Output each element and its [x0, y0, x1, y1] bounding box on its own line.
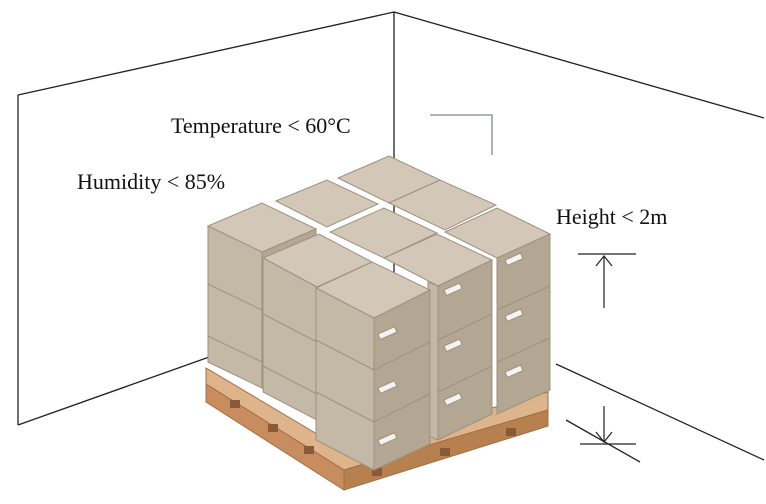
right-wall-top-edge	[393, 11, 765, 119]
box-icon	[274, 155, 498, 231]
temperature-indicator-line	[430, 114, 493, 155]
box-icon	[443, 207, 552, 415]
humidity-label: Humidity < 85%	[77, 169, 226, 194]
height-label: Height < 2m	[556, 204, 668, 229]
right-wall-floor-edge	[555, 363, 765, 461]
box-icon	[328, 207, 439, 259]
box-stack	[206, 155, 552, 471]
box-icon	[261, 233, 374, 421]
temperature-label: Temperature < 60°C	[171, 113, 351, 138]
height-arrow-icon	[578, 253, 636, 445]
left-wall-floor-edge	[17, 355, 213, 426]
box-icon	[314, 261, 432, 471]
